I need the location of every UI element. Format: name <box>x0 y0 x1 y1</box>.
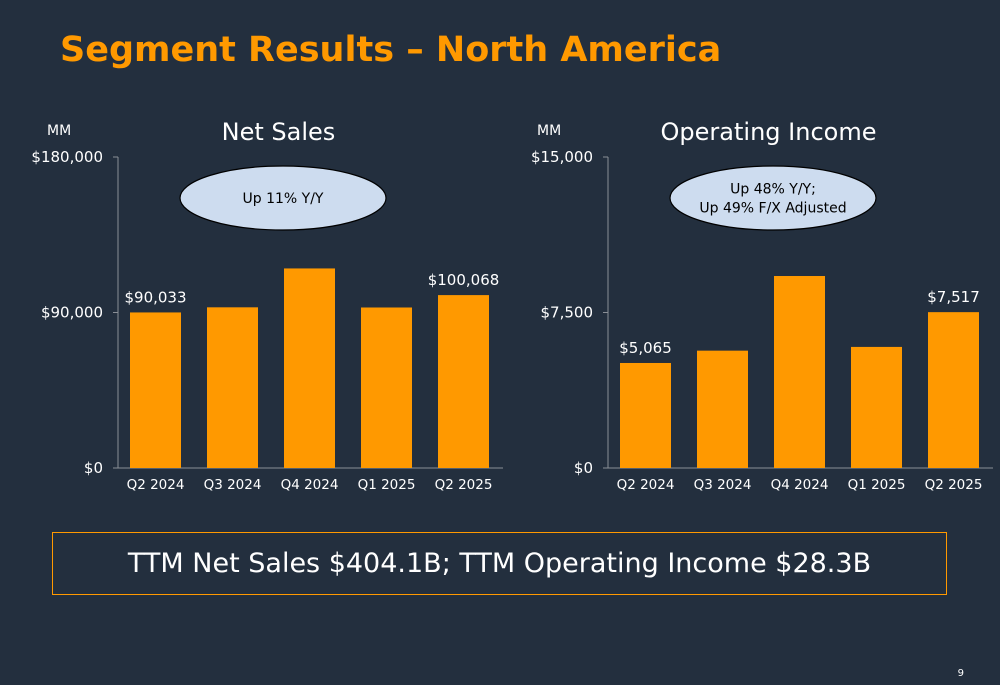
net-sales-y-tick-label: $0 <box>84 459 103 477</box>
net-sales-bar <box>284 268 335 468</box>
net-sales-callout-ellipse <box>179 165 387 231</box>
net-sales-unit-label: MM <box>47 123 71 139</box>
operating-income-callout: Up 48% Y/Y; Up 49% F/X Adjusted <box>669 165 877 231</box>
operating-income-bar <box>774 276 825 468</box>
net-sales-data-label: $90,033 <box>124 288 186 306</box>
net-sales-y-tick-label: $90,000 <box>41 304 103 322</box>
operating-income-callout-text: Up 48% Y/Y; <box>730 182 816 198</box>
net-sales-bar <box>207 307 258 468</box>
operating-income-category-label: Q2 2024 <box>617 477 675 493</box>
operating-income-y-tick-label: $0 <box>574 459 593 477</box>
operating-income-data-label: $7,517 <box>927 288 980 306</box>
net-sales-chart-svg: MM Net Sales $0 $90,000 $180,000 Q2 2024 $90,0… <box>31 118 503 493</box>
net-sales-bar <box>438 295 489 468</box>
net-sales-category-label: Q4 2024 <box>281 477 339 493</box>
net-sales-chart: MM Net Sales $0 $90,000 $180,000 Q2 2024 $90,0… <box>0 110 503 510</box>
net-sales-y-tick-label: $180,000 <box>31 148 103 166</box>
slide-title: Segment Results – North America <box>60 30 722 70</box>
operating-income-bar <box>620 362 671 468</box>
net-sales-callout: Up 11% Y/Y <box>179 165 387 231</box>
operating-income-data-label: $5,065 <box>619 339 672 357</box>
ttm-summary-box: TTM Net Sales $404.1B; TTM Operating Inc… <box>52 532 947 595</box>
net-sales-callout-text: Up 11% Y/Y <box>243 191 324 207</box>
operating-income-category-label: Q3 2024 <box>694 477 752 493</box>
net-sales-category-label: Q3 2024 <box>204 477 262 493</box>
operating-income-category-label: Q1 2025 <box>848 477 906 493</box>
net-sales-title: Net Sales <box>222 118 336 146</box>
operating-income-category-label: Q2 2025 <box>925 477 983 493</box>
operating-income-category-label: Q4 2024 <box>771 477 829 493</box>
operating-income-chart-svg: MM Operating Income $0 $7,500 $15,000 Q2 2024… <box>531 118 993 493</box>
net-sales-category-label: Q1 2025 <box>358 477 416 493</box>
operating-income-callout-text: Up 49% F/X Adjusted <box>699 201 846 217</box>
operating-income-bar <box>851 346 902 468</box>
operating-income-unit-label: MM <box>537 123 561 139</box>
net-sales-category-label: Q2 2025 <box>435 477 493 493</box>
page-number: 9 <box>957 668 964 679</box>
operating-income-title: Operating Income <box>661 118 877 146</box>
operating-income-y-tick-label: $15,000 <box>531 148 593 166</box>
net-sales-data-label: $100,068 <box>428 271 500 289</box>
operating-income-bar <box>697 350 748 468</box>
operating-income-bar <box>928 312 979 468</box>
net-sales-bar <box>130 312 181 468</box>
ttm-summary-text: TTM Net Sales $404.1B; TTM Operating Inc… <box>127 548 872 579</box>
net-sales-bar <box>361 307 412 468</box>
net-sales-category-label: Q2 2024 <box>127 477 185 493</box>
operating-income-callout-ellipse <box>669 165 877 231</box>
operating-income-chart: MM Operating Income $0 $7,500 $15,000 Q2 2024… <box>490 110 993 510</box>
operating-income-y-tick-label: $7,500 <box>541 304 594 322</box>
